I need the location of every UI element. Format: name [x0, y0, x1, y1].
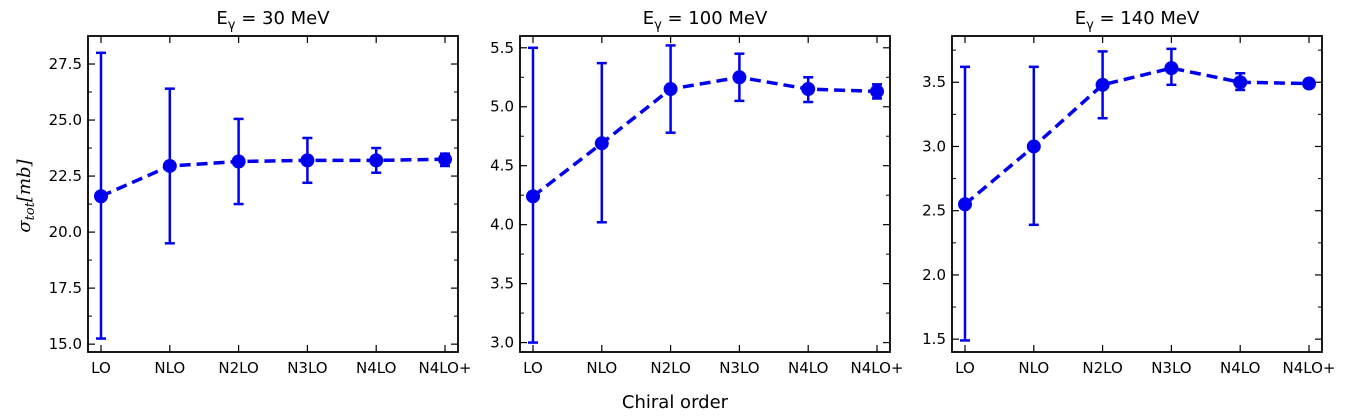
- plot-frame: [519, 35, 891, 353]
- chart-panel-2: Eγ = 100 MeV 3.0 3.5 4.0 4.5 5.0 5.5 LO NLO N2LO N…: [490, 8, 903, 377]
- data-point: [300, 153, 315, 168]
- chart-panel-1: Eγ = 30 MeV 15.0 17.5 20.0 22.5 25.0 27.5 LO NLO…: [49, 8, 472, 377]
- data-point: [369, 153, 384, 168]
- data-point: [1233, 75, 1248, 90]
- y-axis-label-unit: [mb]: [14, 158, 35, 202]
- chart-title-prefix: E: [1075, 8, 1086, 29]
- chart-title-prefix: E: [216, 8, 227, 29]
- plot-frame: [951, 35, 1323, 353]
- data-point: [1302, 76, 1316, 91]
- chart-title: Eγ = 140 MeV: [1075, 8, 1200, 33]
- chart-title-rest: = 100 MeV: [662, 8, 768, 29]
- data-point: [526, 189, 540, 204]
- data-point: [438, 152, 452, 167]
- y-tick-label: 15.0: [49, 335, 82, 353]
- y-axis-label-subscript: tot: [23, 201, 38, 220]
- chart-title-rest: = 30 MeV: [236, 8, 331, 29]
- x-tick-label: N4LO+: [851, 359, 904, 377]
- series-line: [100, 157, 446, 198]
- data-point: [231, 154, 246, 169]
- x-tick-label: N3LO: [287, 359, 327, 377]
- y-tick-label: 3.5: [922, 73, 946, 91]
- y-tick-label: 22.5: [49, 167, 82, 185]
- x-tick-label: LO: [523, 359, 543, 377]
- plot-frame: [87, 35, 459, 353]
- y-tick-label: 3.0: [490, 334, 514, 352]
- y-tick-label: 27.5: [49, 55, 82, 73]
- x-tick-label: N4LO: [356, 359, 396, 377]
- chart-title-subscript: γ: [654, 18, 662, 33]
- chart-title: Eγ = 30 MeV: [216, 8, 330, 33]
- data-point: [663, 82, 678, 97]
- y-tick-label: 2.0: [922, 266, 946, 284]
- y-tick-label: 4.0: [490, 216, 514, 234]
- x-tick-label: NLO: [1018, 359, 1049, 377]
- x-tick-label: N3LO: [719, 359, 759, 377]
- y-tick-label: 3.0: [922, 137, 946, 155]
- y-tick-label: 5.5: [490, 39, 514, 57]
- chart-title-prefix: E: [643, 8, 654, 29]
- data-point: [801, 82, 816, 97]
- y-axis-label: σtot[mb]: [14, 158, 38, 232]
- x-tick-label: LO: [955, 359, 975, 377]
- y-tick-label: 25.0: [49, 111, 82, 129]
- x-tick-label: N4LO+: [1283, 359, 1336, 377]
- x-tick-label: NLO: [586, 359, 617, 377]
- x-tick-label: LO: [91, 359, 111, 377]
- x-tick-label: N3LO: [1151, 359, 1191, 377]
- chart-title-subscript: γ: [1086, 18, 1094, 33]
- data-point: [1164, 61, 1179, 76]
- y-tick-label: 3.5: [490, 275, 514, 293]
- x-tick-label: N2LO: [218, 359, 258, 377]
- chart-title: Eγ = 100 MeV: [643, 8, 768, 33]
- data-point: [1095, 77, 1110, 92]
- y-tick-label: 2.5: [922, 202, 946, 220]
- y-tick-label: 1.5: [922, 330, 946, 348]
- y-tick-label: 20.0: [49, 223, 82, 241]
- data-point: [870, 84, 884, 99]
- chart-title-subscript: γ: [228, 18, 236, 33]
- data-point: [732, 70, 747, 85]
- x-tick-label: N2LO: [650, 359, 690, 377]
- x-tick-label: N4LO+: [419, 359, 472, 377]
- y-tick-label: 4.5: [490, 157, 514, 175]
- data-point: [162, 158, 177, 173]
- y-tick-label: 17.5: [49, 279, 82, 297]
- x-tick-label: N2LO: [1082, 359, 1122, 377]
- data-point: [1026, 139, 1041, 154]
- y-axis-label-symbol: σ: [14, 220, 35, 233]
- chart-panel-3: Eγ = 140 MeV 1.5 2.0 2.5 3.0 3.5 LO NLO N2LO N3LO…: [922, 8, 1335, 377]
- chart-title-rest: = 140 MeV: [1094, 8, 1200, 29]
- data-point: [594, 136, 609, 151]
- x-axis-label: Chiral order: [622, 392, 729, 413]
- data-point: [958, 197, 972, 212]
- x-tick-label: N4LO: [1220, 359, 1260, 377]
- x-tick-label: N4LO: [788, 359, 828, 377]
- data-point: [94, 189, 108, 204]
- series-line: [963, 66, 1310, 206]
- x-tick-label: NLO: [154, 359, 185, 377]
- y-tick-label: 5.0: [490, 98, 514, 116]
- series-line: [531, 75, 878, 198]
